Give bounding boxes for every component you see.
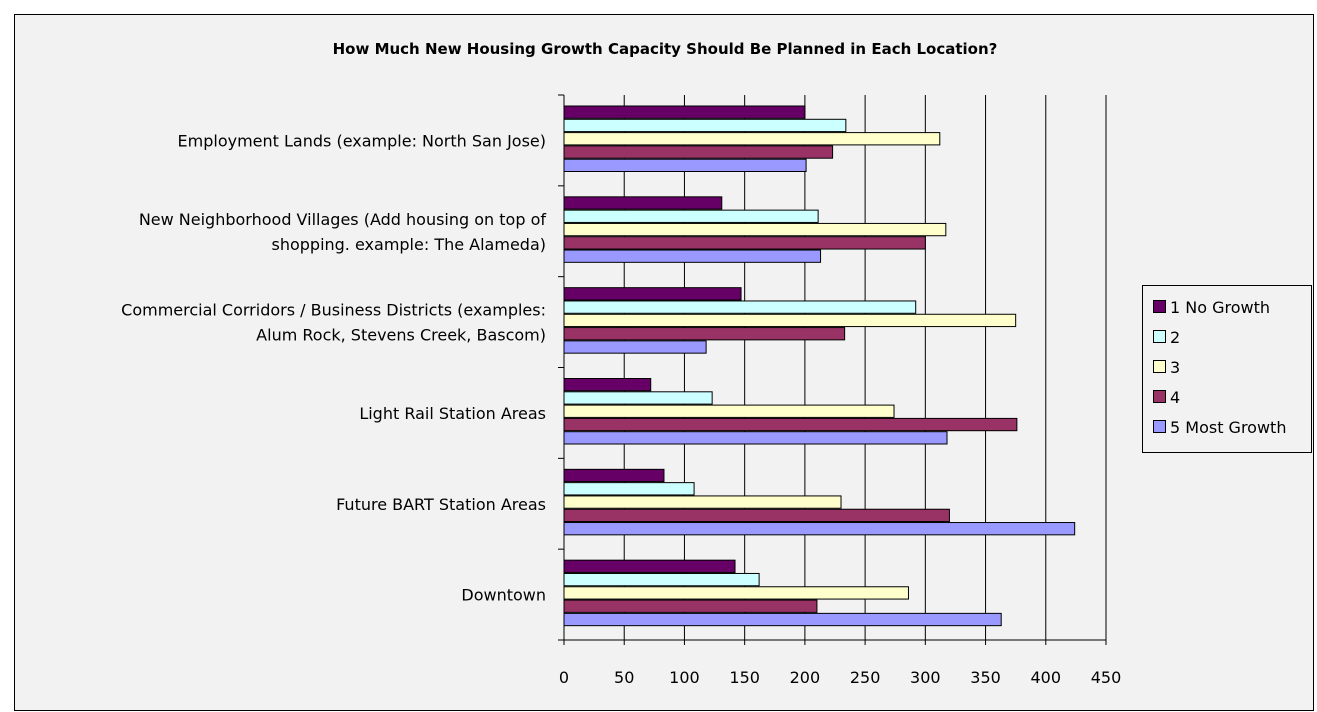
legend-label: 2: [1170, 328, 1181, 347]
category-label: Employment Lands (example: North San Jos…: [178, 131, 546, 150]
bar: [563, 196, 723, 210]
bar: [563, 495, 842, 509]
category-labels: Employment Lands (example: North San Jos…: [121, 131, 546, 604]
bar: [563, 378, 652, 392]
legend-label: 1 No Growth: [1170, 298, 1271, 317]
bar: [563, 431, 948, 445]
chart-title: How Much New Housing Growth Capacity Sho…: [332, 40, 998, 58]
bar: [563, 145, 834, 159]
bar: [563, 118, 847, 133]
legend-label: 4: [1170, 388, 1181, 407]
x-tick-label: 50: [614, 668, 634, 687]
category-label: New Neighborhood Villages (Add housing o…: [139, 210, 547, 229]
legend-swatch: [1153, 360, 1166, 373]
legend-swatch: [1153, 420, 1166, 433]
legend-item: 4: [1153, 388, 1180, 408]
x-tick-label: 350: [970, 668, 1001, 687]
bar: [563, 313, 1017, 328]
bar: [563, 158, 807, 172]
bar: [563, 612, 1002, 627]
legend: 1 No Growth 2 3 4 5 Most Growth: [1142, 285, 1312, 453]
x-tick-label: 450: [1091, 668, 1122, 687]
legend-swatch: [1153, 330, 1166, 343]
category-label: shopping. example: The Alameda): [271, 235, 546, 254]
bar: [563, 508, 950, 523]
bar: [563, 236, 926, 250]
x-tick-label: 300: [910, 668, 941, 687]
category-label: Light Rail Station Areas: [359, 404, 546, 423]
legend-item: 3: [1153, 358, 1180, 378]
bar: [563, 300, 917, 314]
grid-lines: [623, 95, 1107, 640]
bar: [563, 105, 806, 119]
bar: [563, 586, 909, 600]
bar: [563, 404, 895, 418]
legend-swatch: [1153, 300, 1166, 313]
category-label: Commercial Corridors / Business District…: [121, 301, 546, 320]
x-tick-label: 400: [1031, 668, 1062, 687]
bar: [563, 468, 665, 483]
legend-label: 3: [1170, 358, 1181, 377]
bar: [563, 482, 695, 496]
legend-item: 1 No Growth: [1153, 298, 1270, 318]
bar: [563, 249, 822, 263]
bar: [563, 417, 1018, 432]
bars: [563, 105, 1076, 627]
x-tick-label: 200: [790, 668, 821, 687]
bar: [563, 327, 846, 341]
x-tick-label: 250: [850, 668, 881, 687]
legend-item: 2: [1153, 328, 1180, 348]
bar: [563, 559, 736, 573]
bar: [563, 287, 742, 301]
bar: [563, 340, 707, 354]
category-label: Downtown: [461, 586, 546, 605]
bar: [563, 222, 947, 237]
category-label: Future BART Station Areas: [336, 495, 546, 514]
axes: 0 50 100 150 200 250 300 350 400 450: [558, 94, 1122, 687]
bar: [563, 132, 941, 146]
bar: [563, 572, 760, 587]
legend-swatch: [1153, 390, 1166, 403]
bar: [563, 599, 818, 613]
x-tick-label: 0: [559, 668, 569, 687]
legend-item: 5 Most Growth: [1153, 418, 1286, 438]
bar: [563, 522, 1076, 536]
bar: [563, 209, 819, 223]
category-label: Alum Rock, Stevens Creek, Bascom): [256, 326, 546, 345]
x-tick-label: 150: [729, 668, 760, 687]
x-tick-label: 100: [669, 668, 700, 687]
legend-label: 5 Most Growth: [1170, 418, 1287, 437]
bar: [563, 391, 713, 405]
